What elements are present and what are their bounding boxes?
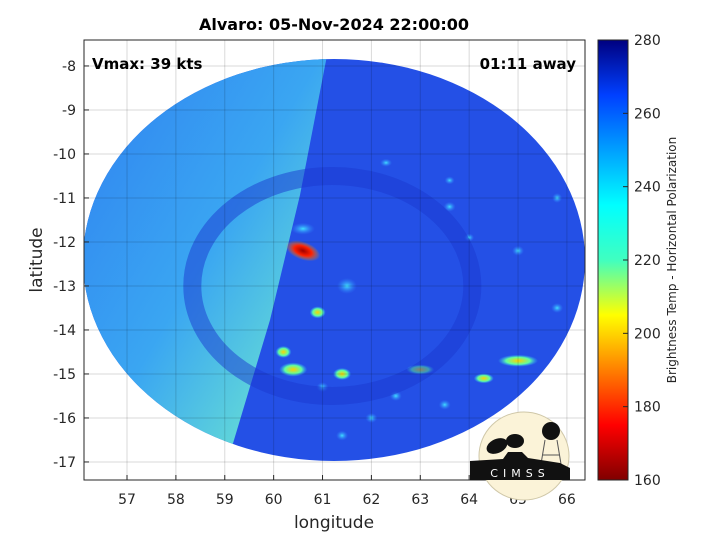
rainband-mark	[528, 127, 537, 136]
rainband-mark	[275, 345, 292, 358]
rainband-mark	[551, 302, 564, 313]
y-tick-label: -13	[53, 279, 76, 295]
y-tick-label: -11	[53, 191, 76, 207]
chart-title: Alvaro: 05-Nov-2024 22:00:00	[199, 15, 469, 34]
y-tick-label: -9	[62, 103, 76, 119]
rainband-mark	[498, 354, 539, 367]
rainband-mark	[512, 245, 525, 256]
rainband-mark	[380, 158, 393, 167]
y-tick-label: -10	[53, 147, 76, 163]
rainband-mark	[333, 367, 352, 380]
colorbar-label: Brightness Temp - Horizontal Polarizatio…	[665, 137, 679, 384]
colorbar-tick-label: 180	[634, 400, 661, 416]
colorbar-tick-label: 200	[634, 326, 661, 342]
grid	[84, 40, 585, 480]
y-tick-label: -14	[53, 323, 76, 339]
x-tick-label: 66	[558, 492, 576, 508]
x-tick-label: 61	[314, 492, 332, 508]
cimss-logo-text: CIMSS	[490, 467, 549, 480]
x-axis-label: longitude	[294, 513, 374, 533]
x-tick-label: 59	[216, 492, 234, 508]
y-axis-label: latitude	[27, 227, 47, 292]
outer-band-mark	[183, 166, 482, 405]
rainband-mark	[336, 430, 349, 441]
x-tick-label: 58	[167, 492, 185, 508]
rainband-mark	[443, 201, 456, 212]
x-tick-label: 63	[411, 492, 429, 508]
x-tick-label: 64	[460, 492, 478, 508]
x-tick-label: 62	[362, 492, 380, 508]
x-tick-label: 60	[265, 492, 283, 508]
rainband-mark	[309, 306, 326, 319]
colorbar-tick-label: 220	[634, 253, 661, 269]
cimss-logo: CIMSS	[470, 411, 570, 501]
rainband-mark	[473, 373, 494, 384]
vmax-annotation: Vmax: 39 kts	[92, 55, 202, 73]
rainband-mark	[279, 362, 308, 377]
y-tick-label: -12	[53, 235, 76, 251]
time-away-annotation: 01:11 away	[480, 55, 577, 73]
colorbar-tick-label: 280	[634, 33, 661, 49]
rainband-mark	[444, 176, 455, 185]
y-tick-label: -15	[53, 367, 76, 383]
rainband-mark	[290, 222, 315, 235]
rainband-mark	[552, 192, 563, 203]
colorbar-tick-label: 240	[634, 180, 661, 196]
rainband-mark	[438, 399, 451, 410]
y-tick-label: -16	[53, 411, 76, 427]
heatmap-swath	[84, 59, 585, 461]
y-tick-label: -8	[62, 59, 76, 75]
axes-box	[83, 39, 586, 481]
rainband-mark	[336, 277, 357, 294]
colorbar-tick-label: 160	[634, 473, 661, 489]
x-tick-label: 57	[118, 492, 136, 508]
colorbar-tick-label: 260	[634, 106, 661, 122]
cold-core-mark	[285, 240, 321, 262]
y-tick-label: -17	[53, 455, 76, 471]
rainband-mark	[365, 412, 378, 423]
